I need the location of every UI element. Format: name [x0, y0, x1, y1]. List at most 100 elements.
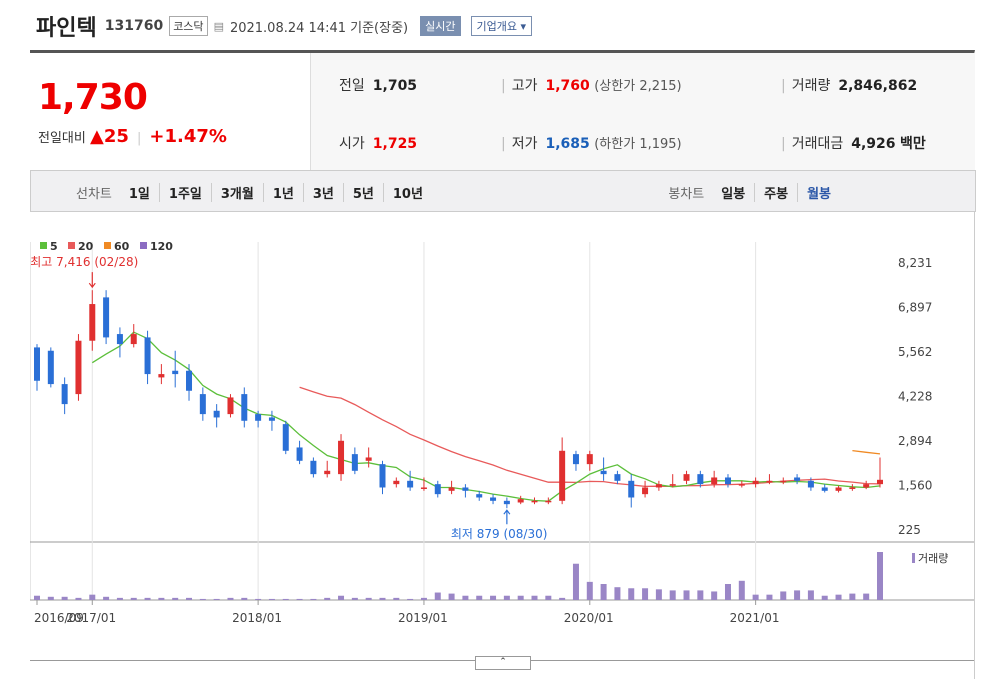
volume-bar — [642, 588, 649, 600]
volume-bar — [462, 595, 469, 600]
tab-5y[interactable]: 5년 — [342, 183, 383, 202]
candle-body — [697, 474, 704, 485]
candle-body — [642, 487, 649, 495]
candle-body — [490, 497, 497, 501]
x-tick-label: 2018/01 — [232, 611, 282, 625]
volume-bar — [849, 593, 856, 600]
candle-body — [241, 394, 248, 421]
volume-bar — [324, 597, 331, 600]
candle-body — [172, 370, 179, 375]
candle-body — [282, 424, 289, 451]
divider: | — [137, 131, 142, 146]
volume-bar — [448, 593, 455, 600]
x-tick-label: 2017/01 — [66, 611, 116, 625]
legend-label: 60 — [114, 240, 130, 253]
volume-bar — [476, 595, 483, 600]
volume-bar — [47, 596, 54, 600]
volume-bar — [116, 597, 123, 600]
volume-bar — [338, 595, 345, 600]
tab-1d[interactable]: 1일 — [128, 187, 150, 202]
tab-daily[interactable]: 일봉 — [721, 187, 746, 202]
candle-body — [103, 297, 110, 338]
tab-1w[interactable]: 1주일 — [158, 183, 211, 202]
volume-bar — [379, 597, 386, 600]
volume-bar — [517, 595, 524, 600]
candle-body — [600, 470, 607, 475]
candle-body — [572, 454, 579, 465]
candle-body — [268, 417, 275, 421]
candle-body — [448, 487, 455, 491]
price-chart: 8,231 6,897 5,562 4,228 2,894 1,560 225 2016/09… — [30, 240, 974, 625]
candle-body — [863, 484, 870, 488]
volume-bar — [130, 597, 137, 600]
lower-limit: (하한가 1,195) — [594, 137, 682, 152]
y-tick-label: 1,560 — [898, 479, 932, 493]
tab-10y[interactable]: 10년 — [382, 183, 432, 202]
candle-body — [89, 304, 96, 341]
candle-body — [531, 500, 538, 503]
stock-name: 파인텍 — [36, 16, 97, 41]
open-label: 시가 — [339, 136, 365, 152]
candle-body — [310, 460, 317, 475]
chart-tabs: 선차트 1일 1주일 3개월 1년 3년 5년 10년 봉차트 일봉 주봉 월봉 — [30, 170, 976, 212]
candle-body — [545, 500, 552, 503]
legend-swatch — [140, 242, 147, 249]
trade-value: 4,926 — [851, 136, 896, 152]
candle-body — [351, 454, 358, 471]
candle-body — [296, 447, 303, 461]
candle-body — [186, 370, 193, 391]
candle-body — [75, 340, 82, 395]
corp-info-label: 기업개요 — [476, 20, 517, 33]
volume-bar — [310, 598, 317, 600]
tab-weekly[interactable]: 주봉 — [754, 183, 797, 202]
candle-body — [130, 334, 137, 345]
y-tick-label: 2,894 — [898, 434, 932, 448]
divider: | — [781, 136, 786, 152]
candle-body — [738, 484, 745, 486]
volume-bar — [503, 595, 510, 600]
legend-swatch — [68, 242, 75, 249]
candle-body — [780, 480, 787, 483]
collapse-button[interactable]: ⌃ — [475, 656, 531, 670]
y-tick-label: 4,228 — [898, 390, 932, 404]
volume-bar — [877, 552, 883, 600]
market-badge: 코스닥 — [169, 16, 208, 36]
tab-3y[interactable]: 3년 — [302, 183, 343, 202]
candle-body — [434, 484, 441, 495]
volume-bar — [172, 597, 179, 600]
candle-body — [807, 480, 814, 488]
volume-bar — [420, 597, 427, 600]
corp-info-dropdown[interactable]: 기업개요 ▾ — [470, 16, 533, 36]
volume-bar — [766, 594, 773, 600]
legend-label: 20 — [78, 240, 94, 253]
candle-body — [559, 450, 566, 501]
realtime-button[interactable]: 실시간 — [420, 16, 461, 36]
tab-1y[interactable]: 1년 — [262, 183, 303, 202]
y-tick-label: 8,231 — [898, 256, 932, 270]
trade-value-label: 거래대금 — [791, 136, 844, 152]
candle-body — [503, 500, 510, 505]
candle-body — [711, 477, 718, 485]
max-arrow-icon — [88, 272, 96, 289]
y-tick-label: 5,562 — [898, 345, 932, 359]
volume-bar — [186, 597, 193, 600]
candle-body — [655, 484, 662, 488]
candle-body — [420, 487, 427, 489]
legend-label: 5 — [50, 240, 58, 253]
stock-header: 파인텍 131760 코스닥 ▤ 2021.08.24 14:41 기준(장중)… — [36, 8, 533, 44]
candle-body — [669, 484, 676, 486]
volume-legend-swatch — [912, 553, 915, 563]
volume-bar — [255, 598, 262, 600]
quote-box: 1,730 전일대비 ▲25 | +1.47% 전일 1,705 | 고가 1,760 … — [30, 50, 975, 174]
divider: | — [501, 78, 506, 94]
x-tick-label: 2021/01 — [730, 611, 780, 625]
low-cell: | 저가 1,685 (하한가 1,195) — [501, 133, 682, 153]
tab-3m[interactable]: 3개월 — [210, 183, 263, 202]
candle-body — [158, 374, 165, 378]
candle-body — [877, 479, 883, 485]
tab-monthly[interactable]: 월봉 — [797, 183, 840, 202]
candle-body — [821, 487, 828, 491]
current-price: 1,730 — [38, 77, 148, 118]
volume-bar — [89, 594, 96, 600]
right-border — [974, 50, 975, 679]
